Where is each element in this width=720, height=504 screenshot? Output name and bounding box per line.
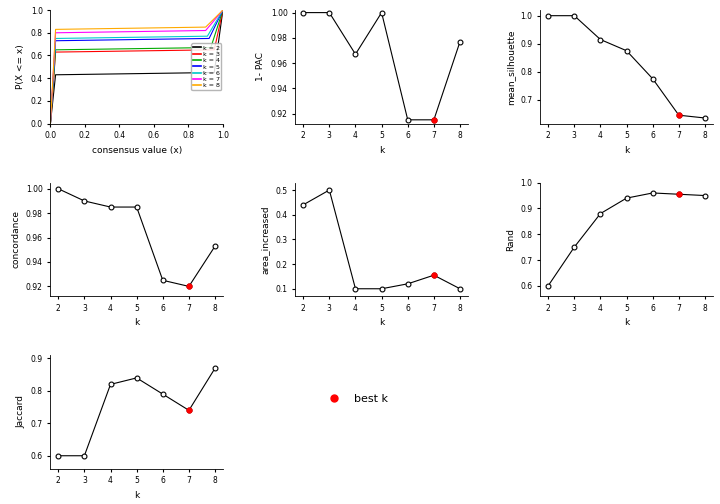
X-axis label: k: k [134,491,139,500]
Y-axis label: concordance: concordance [12,210,20,269]
Y-axis label: area_increased: area_increased [261,205,270,274]
X-axis label: k: k [379,319,384,328]
Y-axis label: P(X <= x): P(X <= x) [16,44,25,89]
Y-axis label: Jaccard: Jaccard [16,396,25,428]
X-axis label: k: k [379,146,384,155]
Y-axis label: Rand: Rand [506,228,515,251]
X-axis label: k: k [624,319,629,328]
X-axis label: consensus value (x): consensus value (x) [91,146,181,155]
Legend: k = 2, k = 3, k = 4, k = 5, k = 6, k = 7, k = 8: k = 2, k = 3, k = 4, k = 5, k = 6, k = 7… [192,43,222,90]
Y-axis label: mean_silhouette: mean_silhouette [506,29,515,105]
X-axis label: k: k [624,146,629,155]
X-axis label: k: k [134,319,139,328]
Legend: best k: best k [318,389,392,408]
Y-axis label: 1- PAC: 1- PAC [256,52,265,81]
